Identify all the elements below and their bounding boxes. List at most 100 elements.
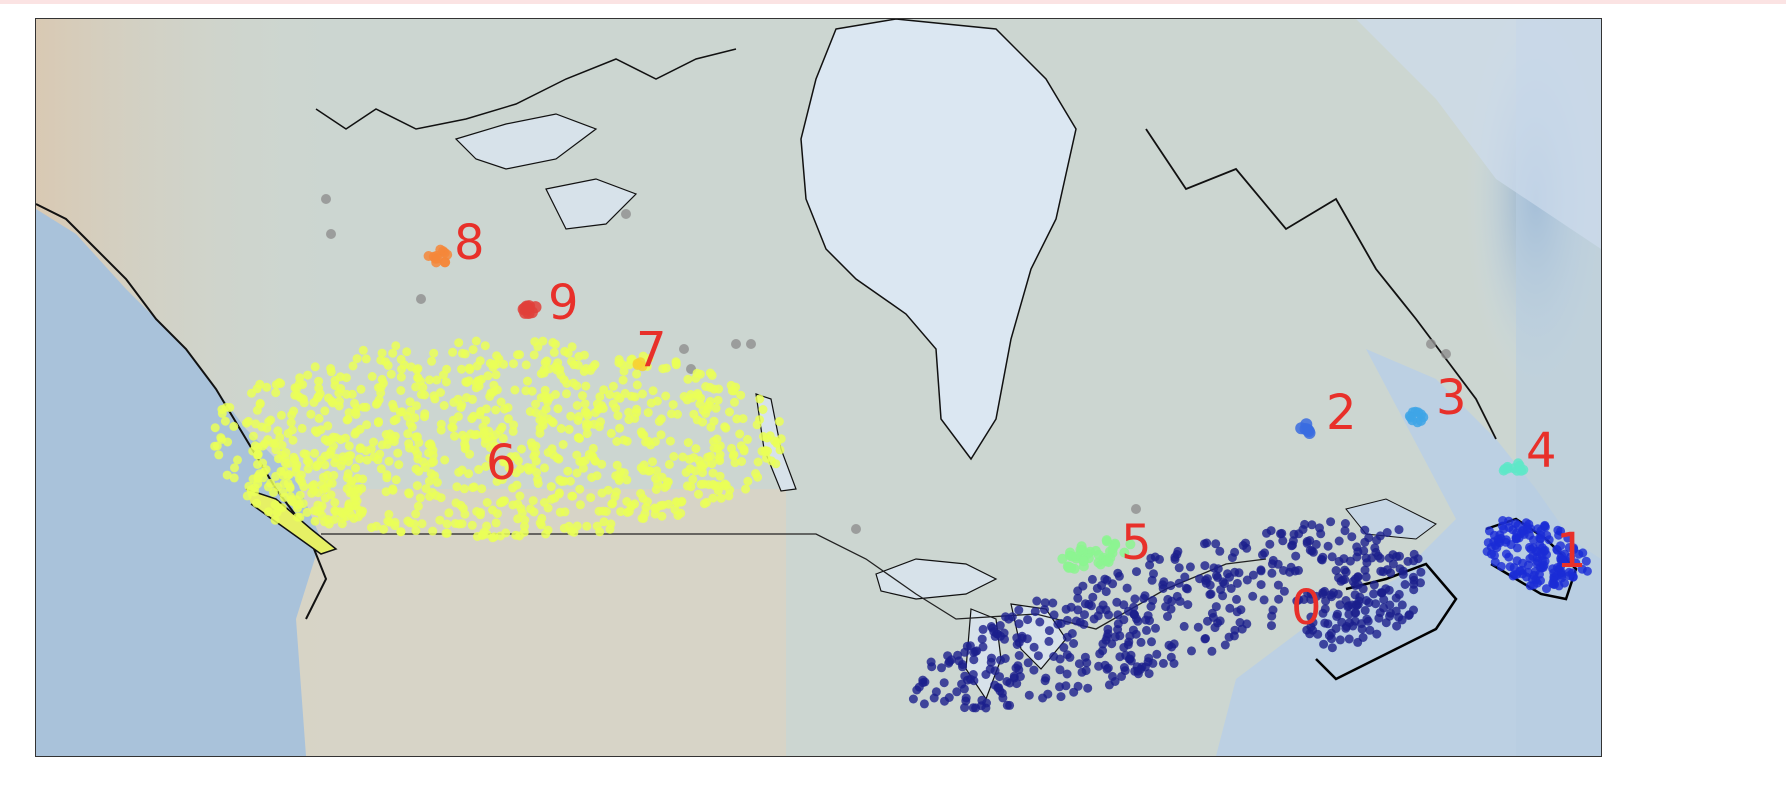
cluster-5-point (1090, 545, 1101, 556)
cluster-0-point (1321, 596, 1331, 606)
cluster-6-point (686, 482, 696, 492)
cluster-6-point (517, 444, 526, 454)
cluster-6-point (396, 372, 406, 382)
cluster-6-point (369, 437, 378, 447)
map-frame[interactable]: 0 1 2 3 4 5 6 7 8 9 (35, 18, 1602, 757)
cluster-6-point (278, 470, 288, 480)
cluster-0-point (1119, 615, 1129, 625)
cluster-0-point (977, 634, 987, 644)
cluster-0-point (1377, 588, 1387, 598)
cluster-6-point (488, 533, 498, 543)
cluster-6-point (275, 432, 285, 442)
cluster-0-point (1030, 607, 1040, 617)
cluster-6-point (531, 399, 541, 409)
cluster-6-point (253, 479, 263, 489)
canada-map[interactable]: 0 1 2 3 4 5 6 7 8 9 (36, 19, 1601, 756)
cluster-6-point (452, 482, 462, 492)
cluster-6-point (413, 501, 423, 511)
cluster-0-point (1113, 625, 1123, 634)
cluster-0-point (1335, 635, 1345, 645)
cluster-6-point (310, 448, 320, 458)
cluster-6-point (611, 487, 621, 497)
cluster-0-point (1079, 619, 1089, 629)
cluster-6-point (425, 375, 434, 385)
cluster-6-point (663, 477, 673, 487)
cluster-0-point (1081, 666, 1091, 676)
cluster-6-point (255, 379, 265, 389)
noise-point (1441, 349, 1451, 359)
cluster-6-point (323, 421, 333, 431)
cluster-1-point (1549, 572, 1559, 582)
cluster-6-point (485, 443, 495, 453)
cluster-0-point (1375, 531, 1385, 541)
cluster-0-point (1337, 617, 1347, 627)
cluster-6-point (515, 350, 524, 360)
cluster-0-point (1323, 541, 1333, 551)
cluster-0-point (1394, 589, 1404, 599)
cluster-6-point (497, 475, 507, 484)
cluster-6-point (257, 422, 267, 432)
cluster-0-point (1340, 519, 1350, 528)
cluster-0-point (1305, 629, 1315, 639)
cluster-6-point (297, 423, 307, 433)
cluster-6-point (347, 389, 357, 399)
cluster-0-point (1167, 642, 1177, 652)
cluster-0-point (1126, 656, 1136, 666)
cluster-6-point (454, 338, 464, 348)
cluster-6-point (755, 394, 765, 404)
cluster-6-point (667, 409, 676, 419)
cluster-6-point (543, 503, 553, 513)
cluster-6-point (457, 364, 466, 374)
cluster-9-point (523, 300, 536, 313)
cluster-0-point (1200, 561, 1210, 571)
cluster-0-point (1323, 619, 1333, 629)
cluster-6-point (566, 411, 576, 421)
cluster-6-point (405, 397, 415, 407)
cluster-0-point (1375, 608, 1385, 618)
cluster-6-point (580, 407, 590, 417)
cluster-6-point (415, 493, 425, 503)
pacific-ocean (36, 209, 321, 756)
cluster-6-point (760, 447, 770, 457)
cluster-3-point (1416, 415, 1426, 426)
cluster-6-point (314, 376, 324, 386)
cluster-1-point (1571, 558, 1581, 568)
cluster-0-point (1142, 625, 1151, 635)
cluster-0-point (981, 703, 991, 713)
cluster-6-point (252, 498, 262, 508)
noise-point (1426, 339, 1436, 349)
cluster-6-point (535, 428, 545, 438)
cluster-6-point (572, 381, 582, 391)
cluster-0-point (927, 662, 937, 672)
cluster-6-point (457, 519, 467, 529)
cluster-6-point (681, 468, 691, 477)
cluster-6-point (481, 462, 491, 471)
cluster-0-point (1341, 567, 1351, 577)
cluster-6-point (320, 493, 330, 503)
cluster-1-point (1501, 549, 1511, 559)
cluster-6-point (283, 478, 293, 488)
cluster-0-point (1101, 587, 1111, 597)
cluster-6-point (290, 455, 300, 464)
cluster-0-point (1353, 547, 1363, 557)
cluster-0-point (1062, 632, 1072, 642)
cluster-0-point (1049, 610, 1059, 620)
cluster-6-point (579, 366, 589, 376)
cluster-0-point (1179, 621, 1189, 631)
cluster-6-point (511, 530, 521, 540)
cluster-6-point (587, 473, 597, 482)
cluster-6-point (606, 428, 616, 438)
cluster-6-point (424, 440, 434, 449)
cluster-0-point (1211, 539, 1221, 549)
cluster-6-point (648, 386, 658, 396)
cluster-6-point (229, 473, 239, 483)
cluster-6-point (508, 500, 518, 510)
cluster-0-point (1005, 700, 1015, 710)
cluster-0-point (1014, 665, 1024, 675)
cluster-0-point (1040, 605, 1049, 615)
cluster-6-point (270, 515, 280, 525)
cluster-6-point (543, 525, 553, 535)
cluster-6-point (386, 369, 396, 379)
cluster-6-point (494, 354, 504, 364)
cluster-6-point (473, 376, 483, 386)
